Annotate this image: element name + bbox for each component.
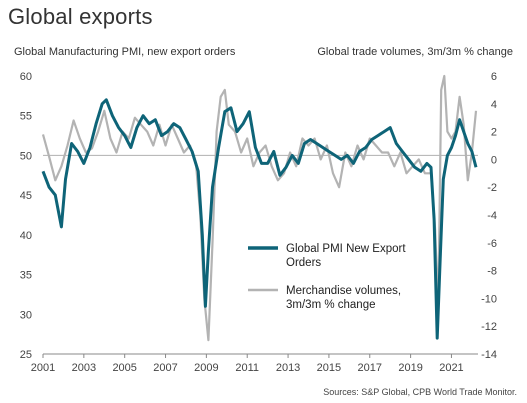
right-tick-label: -2 [487, 182, 497, 194]
right-tick-label: 6 [491, 71, 497, 83]
x-tick-label: 2001 [31, 362, 55, 374]
series-line-merchandise-volumes [41, 74, 478, 342]
x-tick-label: 2015 [317, 362, 341, 374]
x-tick-label: 2013 [276, 362, 300, 374]
x-tick-label: 2019 [398, 362, 422, 374]
right-tick-label: -12 [481, 321, 497, 333]
right-tick-label: -8 [487, 266, 497, 278]
x-tick-label: 2017 [358, 362, 382, 374]
x-axis-ticks: 2001 2003 2005 2007 2009 2011 2013 2015 2017 2019… [31, 353, 478, 374]
left-tick-label: 35 [20, 270, 32, 282]
left-axis-ticks: 25 30 35 40 45 50 55 60 [20, 71, 32, 361]
left-tick-label: 45 [20, 190, 32, 202]
x-tick-label: 2009 [194, 362, 218, 374]
legend: Global PMI New Export Orders Merchandise v… [248, 243, 406, 311]
legend-label-merchandise: Merchandise volumes, [286, 285, 401, 297]
right-tick-label: -10 [481, 293, 497, 305]
right-tick-label: -4 [487, 210, 497, 222]
x-tick-label: 2011 [235, 362, 259, 374]
right-axis-label: Global trade volumes, 3m/3m % change [317, 46, 513, 58]
right-tick-label: 0 [491, 154, 497, 166]
legend-label-merchandise: 3m/3m % change [286, 299, 376, 311]
x-tick-label: 2003 [72, 362, 96, 374]
legend-label-pmi: Orders [286, 257, 321, 269]
left-axis-label: Global Manufacturing PMI, new export ord… [14, 46, 236, 58]
right-axis-ticks: -14 -12 -10 -8 -6 -4 -2 0 2 4 6 [481, 71, 497, 361]
series-line-global-pmi-export-orders [41, 98, 478, 340]
chart-title: Global exports [8, 4, 153, 29]
legend-label-pmi: Global PMI New Export [286, 243, 406, 255]
series-group [41, 74, 478, 342]
x-tick-label: 2007 [153, 362, 177, 374]
left-tick-label: 25 [20, 349, 32, 361]
left-tick-label: 30 [20, 309, 32, 321]
right-tick-label: 4 [491, 99, 497, 111]
right-tick-label: 2 [491, 127, 497, 139]
left-tick-label: 50 [20, 150, 32, 162]
x-tick-label: 2021 [439, 362, 463, 374]
left-tick-label: 60 [20, 71, 32, 83]
source-note: Sources: S&P Global, CPB World Trade Mon… [323, 387, 517, 397]
x-tick-label: 2005 [112, 362, 136, 374]
left-tick-label: 55 [20, 111, 32, 123]
right-tick-label: -6 [487, 238, 497, 250]
right-tick-label: -14 [481, 349, 497, 361]
left-tick-label: 40 [20, 230, 32, 242]
